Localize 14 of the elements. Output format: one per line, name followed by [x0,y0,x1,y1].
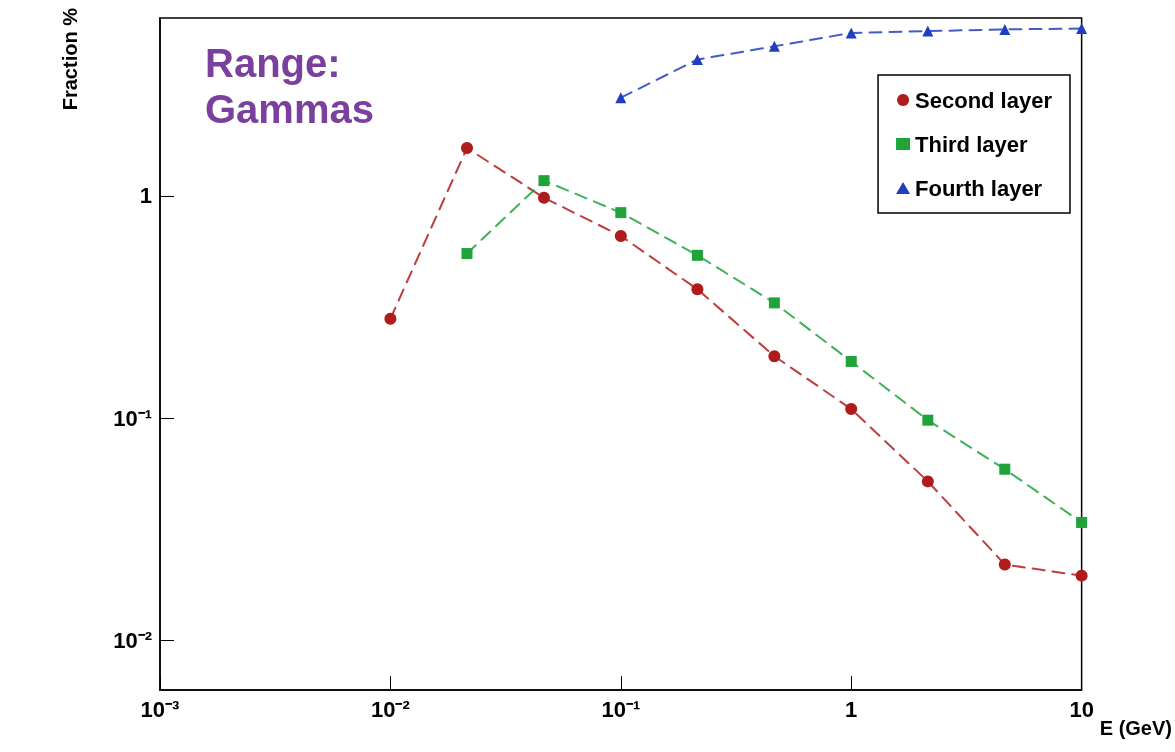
x-tick-label: 1 [845,696,858,722]
legend-label: Third layer [915,131,1028,157]
y-tick-label: 1 [139,183,152,209]
legend-label: Second layer [915,87,1053,113]
x-tick-label: 10 [1069,696,1094,722]
x-tick-label: 10⁻² [371,696,410,722]
y-tick-label: 10⁻¹ [113,405,152,431]
x-tick-label: 10⁻³ [140,696,180,722]
legend-label: Fourth layer [915,175,1043,201]
x-axis-title: E (GeV) [1099,717,1172,739]
y-axis-title: Fraction % [59,7,81,111]
annotation: Range: Gammas [205,41,374,131]
x-tick-label: 10⁻¹ [601,696,641,722]
y-tick-label: 10⁻² [113,628,152,654]
